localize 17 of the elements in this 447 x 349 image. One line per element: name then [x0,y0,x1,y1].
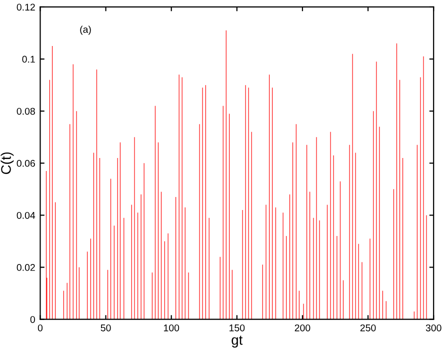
x-tick-label: 300 [426,324,442,332]
y-tick-label: 0.1 [22,56,35,63]
y-tick-label: 0.06 [16,160,35,167]
y-tick-label: 0 [30,316,35,323]
x-tick-label: 50 [100,324,111,332]
annotation: (a) [80,26,91,35]
x-tick-label: 100 [164,324,180,332]
y-tick-label: 0.12 [16,4,35,11]
x-tick-label: 0 [38,324,43,332]
y-tick-label: 0.08 [16,108,35,115]
x-tick-label: 150 [230,324,245,332]
x-tick-label: 250 [360,324,376,332]
x-axis-title: gt [232,336,243,348]
y-axis-title: C(t) [0,152,14,174]
x-tick-label: 200 [294,324,310,332]
y-tick-label: 0.04 [16,212,36,219]
y-tick-label: 0.02 [16,264,35,271]
